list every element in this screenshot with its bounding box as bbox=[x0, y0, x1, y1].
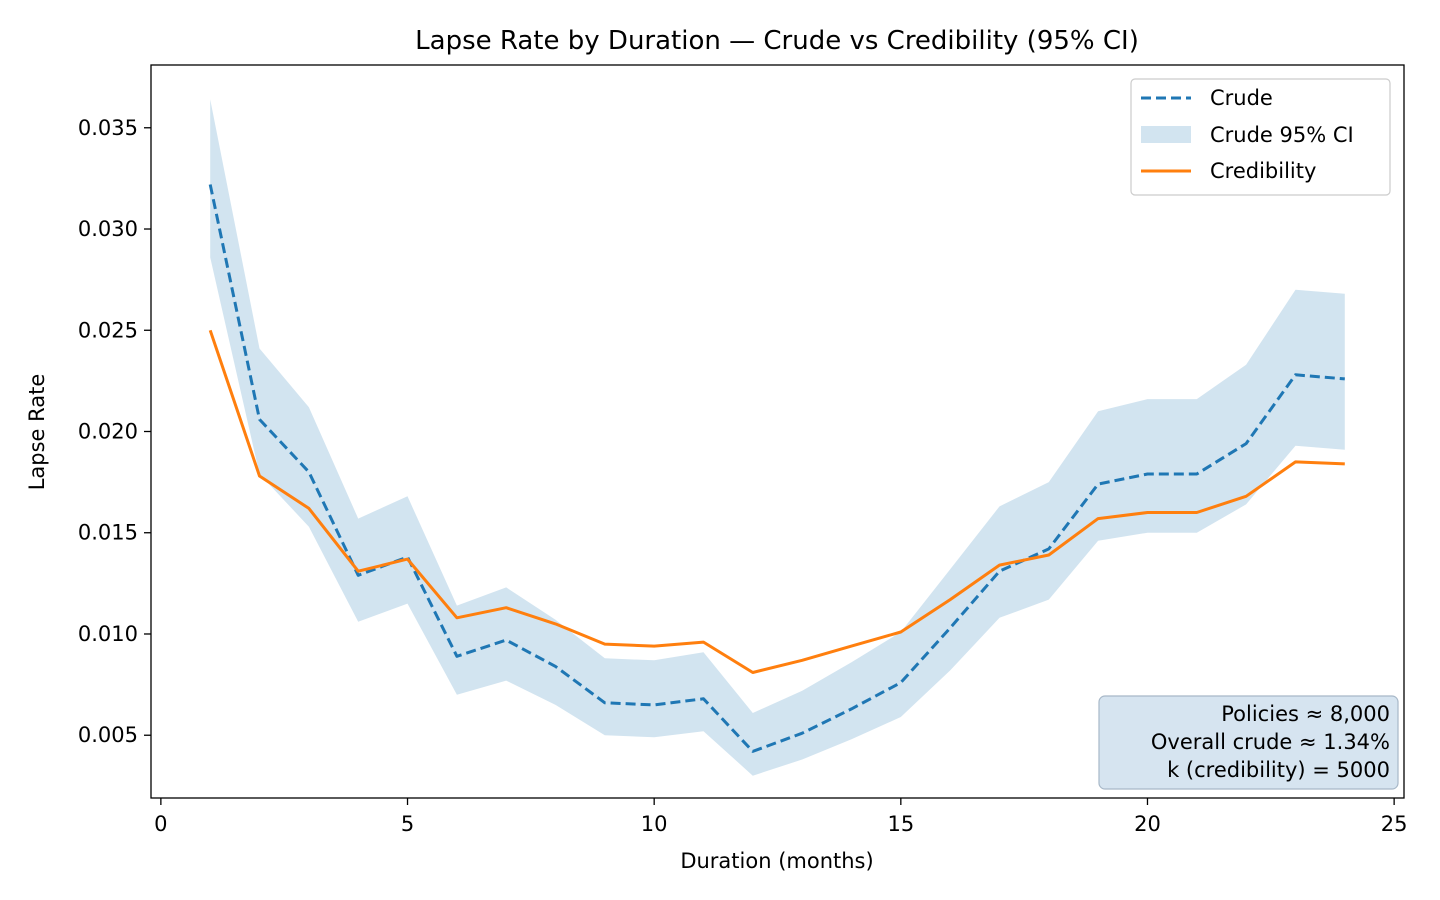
ci-band-layer bbox=[210, 99, 1345, 776]
x-tick-label: 15 bbox=[887, 812, 914, 836]
legend-label-crude: Crude bbox=[1210, 86, 1273, 110]
y-tick-label: 0.030 bbox=[78, 217, 138, 241]
y-axis-label: Lapse Rate bbox=[25, 374, 49, 491]
series-line-credibility bbox=[208, 329, 1345, 674]
y-tick-label: 0.020 bbox=[78, 420, 138, 444]
annotation-background bbox=[1098, 695, 1399, 790]
y-tick-label: 0.025 bbox=[78, 318, 138, 342]
x-tick-label: 10 bbox=[641, 812, 668, 836]
x-axis: 0 5 10 15 20 25 bbox=[154, 798, 1408, 836]
x-axis-label: Duration (months) bbox=[680, 849, 873, 873]
x-tick-label: 20 bbox=[1134, 812, 1161, 836]
ci-band bbox=[210, 99, 1345, 776]
y-tick-label: 0.015 bbox=[78, 521, 138, 545]
chart-title: Lapse Rate by Duration — Crude vs Credib… bbox=[415, 26, 1139, 56]
series-lines-layer bbox=[208, 184, 1345, 753]
annotation-line-credibility-k: k (credibility) = 5000 bbox=[1167, 758, 1390, 782]
y-axis: 0.005 0.010 0.015 0.020 0.025 0.030 0.035 bbox=[78, 116, 151, 747]
annotation-line-policies: Policies ≈ 8,000 bbox=[1221, 702, 1390, 726]
legend-box bbox=[1130, 78, 1391, 196]
annotation-box: Policies ≈ 8,000 Overall crude ≈ 1.34% k… bbox=[1098, 695, 1399, 790]
legend-label-credibility: Credibility bbox=[1210, 159, 1316, 183]
legend: Crude Crude 95% CI Credibility bbox=[1130, 78, 1391, 196]
x-tick-label: 5 bbox=[401, 812, 414, 836]
y-tick-label: 0.010 bbox=[78, 622, 138, 646]
x-tick-label: 0 bbox=[154, 812, 167, 836]
legend-swatch-ci bbox=[1141, 126, 1191, 143]
y-tick-label: 0.005 bbox=[78, 723, 138, 747]
x-tick-label: 25 bbox=[1381, 812, 1408, 836]
y-tick-label: 0.035 bbox=[78, 116, 138, 140]
legend-label-ci: Crude 95% CI bbox=[1210, 123, 1354, 147]
annotation-line-overall-crude: Overall crude ≈ 1.34% bbox=[1151, 730, 1390, 754]
